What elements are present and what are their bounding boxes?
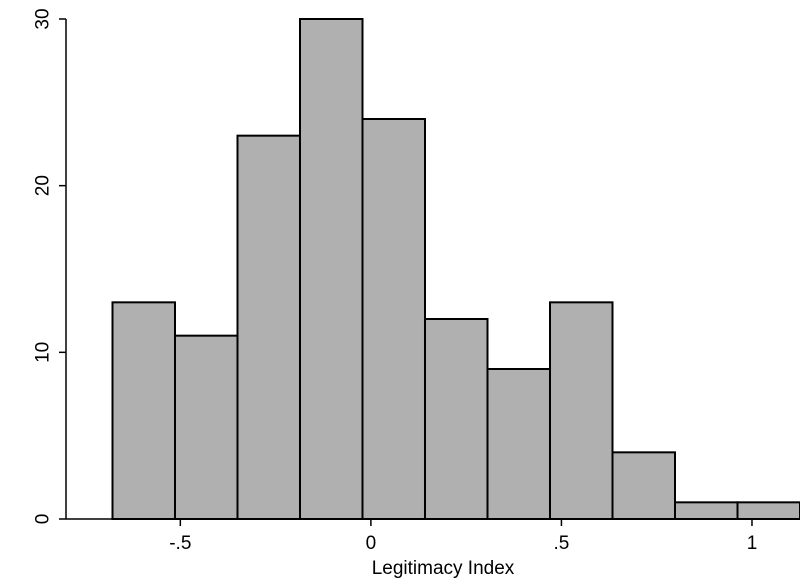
y-tick-label: 20 xyxy=(33,175,54,196)
x-tick-label: -.5 xyxy=(169,533,191,554)
x-ticks-group: -.5 0 .5 1 xyxy=(169,519,757,554)
histogram-bar-8 xyxy=(548,301,614,521)
histogram-bar-4 xyxy=(298,18,364,520)
histogram-bar-10 xyxy=(673,501,739,521)
x-axis-title: Legitimacy Index xyxy=(372,558,515,579)
x-tick-label: 0 xyxy=(366,533,377,554)
histogram-bar-6 xyxy=(423,318,489,520)
y-tick-label: 30 xyxy=(33,8,54,29)
histogram-bar-2 xyxy=(173,334,239,520)
histogram-bar-7 xyxy=(486,368,551,520)
x-tick-label: .5 xyxy=(554,533,570,554)
histogram-bar-1 xyxy=(111,301,176,521)
x-tick-label: 1 xyxy=(747,533,758,554)
histogram-bar-11 xyxy=(736,501,800,521)
y-tick-label: 10 xyxy=(33,342,54,363)
histogram-bar-5 xyxy=(361,118,426,520)
bars-group xyxy=(111,18,800,521)
histogram-bar-9 xyxy=(611,451,676,521)
y-ticks-group: 0 10 20 30 xyxy=(33,8,66,524)
histogram-bar-3 xyxy=(236,134,301,521)
y-tick-label: 0 xyxy=(33,514,54,525)
